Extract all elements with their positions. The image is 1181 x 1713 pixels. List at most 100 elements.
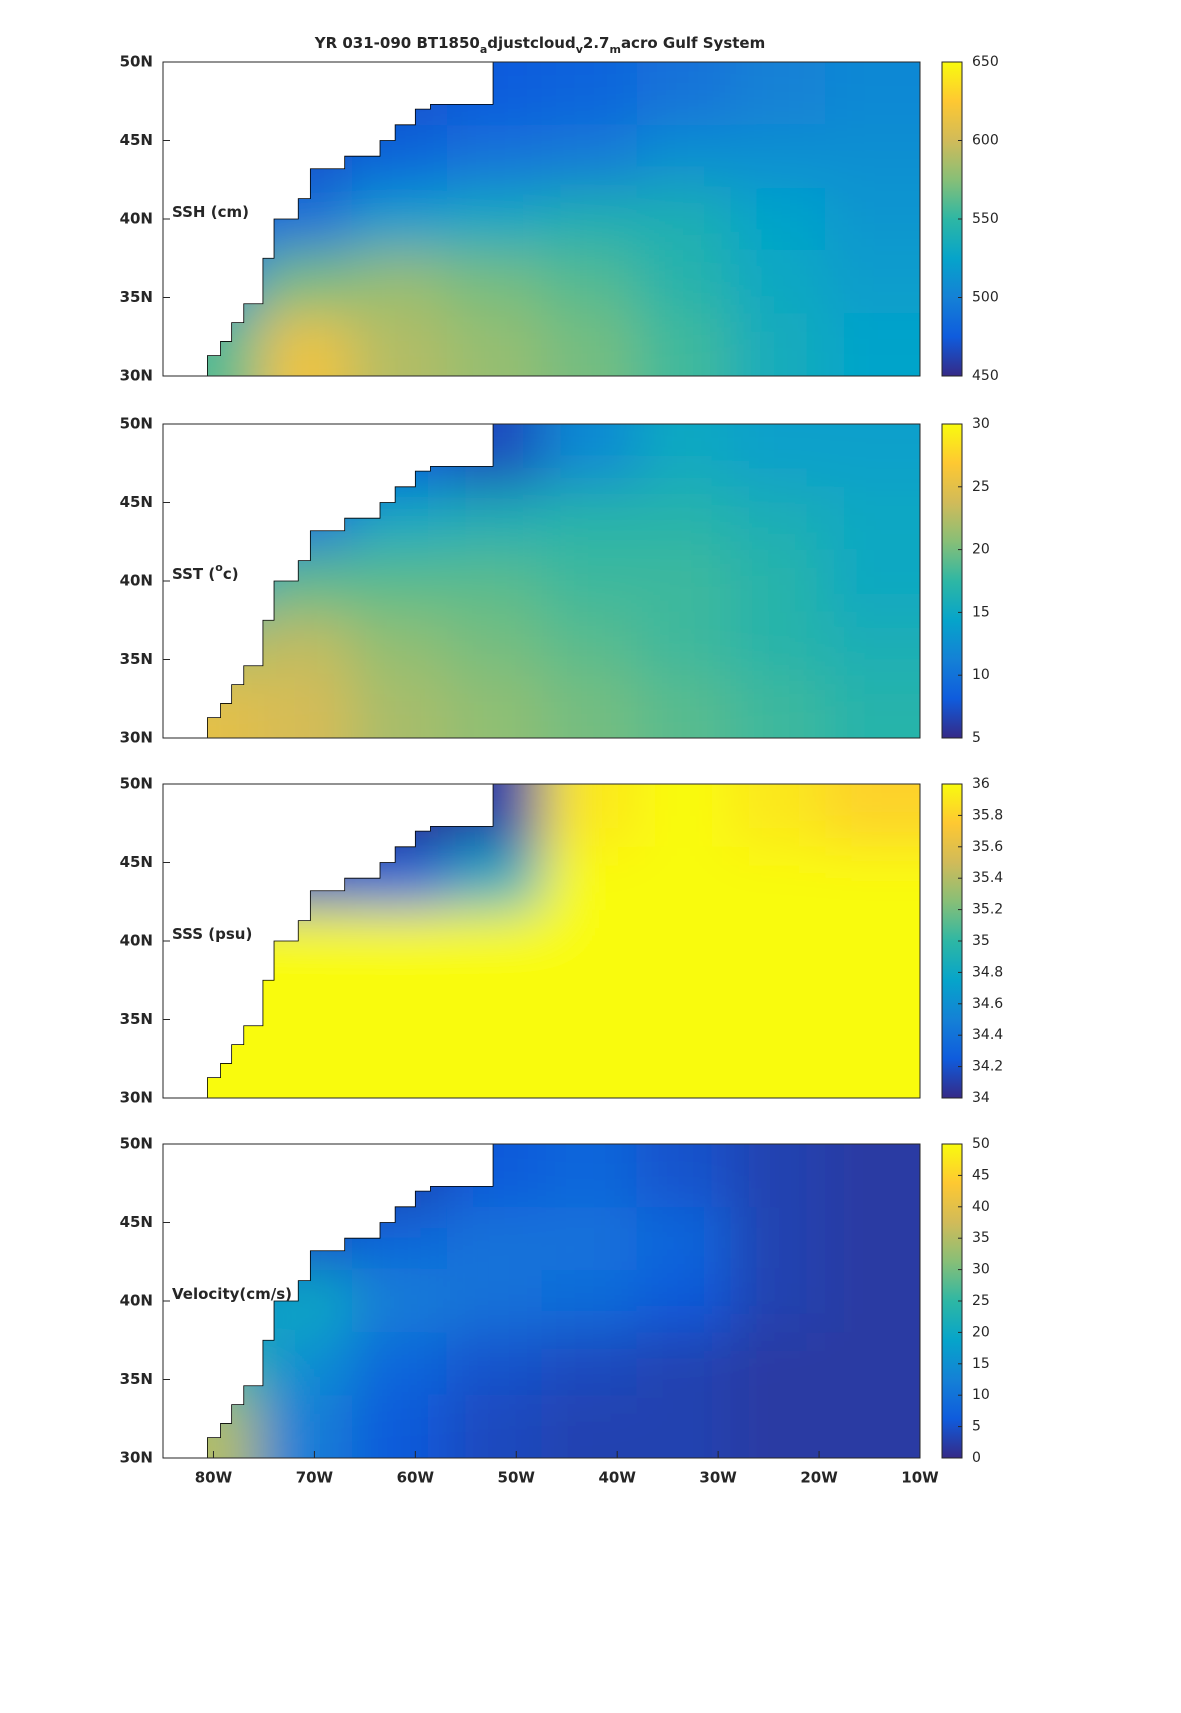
colorbar-tick-label: 25: [972, 479, 990, 495]
field-cell: [541, 972, 638, 1037]
y-tick-label: 45N: [120, 493, 153, 511]
field-cell: [258, 313, 354, 376]
y-tick-label: 30N: [120, 1089, 153, 1107]
field-cell: [351, 972, 448, 1037]
land: [163, 1144, 494, 1458]
colorbar-tick-label: 30: [972, 1262, 990, 1278]
text-part: c): [223, 565, 239, 583]
field-cell: [636, 1144, 733, 1208]
y-tick-label: 45N: [120, 1213, 153, 1231]
field-cell: [541, 1035, 638, 1098]
field-cell: [541, 1395, 638, 1458]
field-cell: [636, 972, 733, 1037]
y-tick-label: 30N: [120, 367, 153, 385]
field-cell: [446, 846, 543, 911]
field-cell: [825, 1269, 920, 1334]
x-tick-label: 60W: [397, 1469, 435, 1487]
text-part: a: [480, 43, 487, 56]
text-part: acro Gulf System: [621, 34, 765, 52]
field-cell: [636, 909, 733, 974]
colorbar-tick-label: 34: [972, 1090, 990, 1106]
x-tick-label: 40W: [598, 1469, 636, 1487]
y-tick-label: 50N: [120, 53, 153, 71]
y-tick-label: 35N: [120, 650, 153, 668]
colorbar-tick-label: 35.2: [972, 902, 1003, 918]
field-cell: [351, 1035, 448, 1098]
field-cell: [636, 1035, 733, 1098]
colorbar-tick-label: 35.6: [972, 839, 1003, 855]
field-cell: [636, 1206, 733, 1271]
field-cell: [351, 1332, 448, 1397]
field-cell: [636, 424, 733, 488]
field-cell: [636, 1332, 733, 1397]
panel-label: Velocity(cm/s): [172, 1285, 292, 1303]
x-tick-label: 30W: [699, 1469, 737, 1487]
field-cell: [636, 187, 733, 252]
field: [163, 1144, 920, 1458]
field-cell: [730, 784, 826, 848]
field-cell: [541, 909, 638, 974]
field-cell: [636, 675, 733, 738]
field-cell: [446, 187, 543, 252]
colorbar: [941, 423, 963, 739]
y-tick-label: 40N: [120, 572, 153, 590]
x-tick-label: 80W: [195, 1469, 233, 1487]
field-cell: [541, 1269, 638, 1334]
field-cell: [730, 62, 826, 126]
text-part: 2.7: [583, 34, 610, 52]
field-cell: [825, 62, 920, 126]
field-cell: [730, 612, 826, 677]
field-cell: [730, 250, 826, 315]
y-tick-label: 35N: [120, 288, 153, 306]
field-cell: [825, 1144, 920, 1208]
text-part: YR 031-090 BT1850: [314, 34, 480, 52]
y-tick-label: 35N: [120, 1370, 153, 1388]
field-cell: [636, 1395, 733, 1458]
field-cell: [541, 846, 638, 911]
field-cell: [541, 1206, 638, 1271]
field-cell: [351, 1395, 448, 1458]
field-cell: [730, 187, 826, 252]
field-cell: [258, 972, 354, 1037]
text-part: SST (: [172, 565, 215, 583]
text-part: Velocity(cm/s): [172, 1285, 292, 1303]
y-tick-label: 30N: [120, 1449, 153, 1467]
field-cell: [446, 612, 543, 677]
colorbar-tick-label: 40: [972, 1199, 990, 1215]
field-cell: [636, 846, 733, 911]
field-cell: [446, 972, 543, 1037]
field-cell: [541, 1144, 638, 1208]
field-cell: [541, 62, 638, 126]
field-cell: [541, 675, 638, 738]
field-cell: [351, 250, 448, 315]
field-cell: [825, 1206, 920, 1271]
field-cell: [258, 1395, 354, 1458]
field-cell: [446, 1206, 543, 1271]
text-part: v: [576, 43, 584, 56]
colorbar-tick-label: 10: [972, 667, 990, 683]
field-cell: [446, 675, 543, 738]
field: [163, 784, 920, 1098]
field-cell: [730, 1269, 826, 1334]
colorbar-tick-label: 34.4: [972, 1027, 1003, 1043]
field-cell: [258, 1332, 354, 1397]
field-cell: [351, 675, 448, 738]
colorbar-tick-label: 650: [972, 54, 999, 70]
field-cell: [730, 1035, 826, 1098]
field-cell: [446, 124, 543, 189]
colorbar-tick-label: 34.8: [972, 964, 1003, 980]
field-cell: [351, 909, 448, 974]
x-tick-label: 20W: [800, 1469, 838, 1487]
colorbar-tick-label: 600: [972, 133, 999, 149]
panel-label: SST (oc): [172, 561, 239, 583]
colorbar-tick-label: 35.4: [972, 870, 1003, 886]
colorbar-tick-label: 34.2: [972, 1059, 1003, 1075]
field-cell: [825, 313, 920, 376]
field-cell: [825, 909, 920, 974]
field-cell: [730, 846, 826, 911]
field-cell: [825, 1332, 920, 1397]
field-cell: [825, 846, 920, 911]
colorbar-tick-label: 0: [972, 1450, 981, 1466]
field-cell: [541, 313, 638, 376]
colorbar-tick-label: 15: [972, 1356, 990, 1372]
